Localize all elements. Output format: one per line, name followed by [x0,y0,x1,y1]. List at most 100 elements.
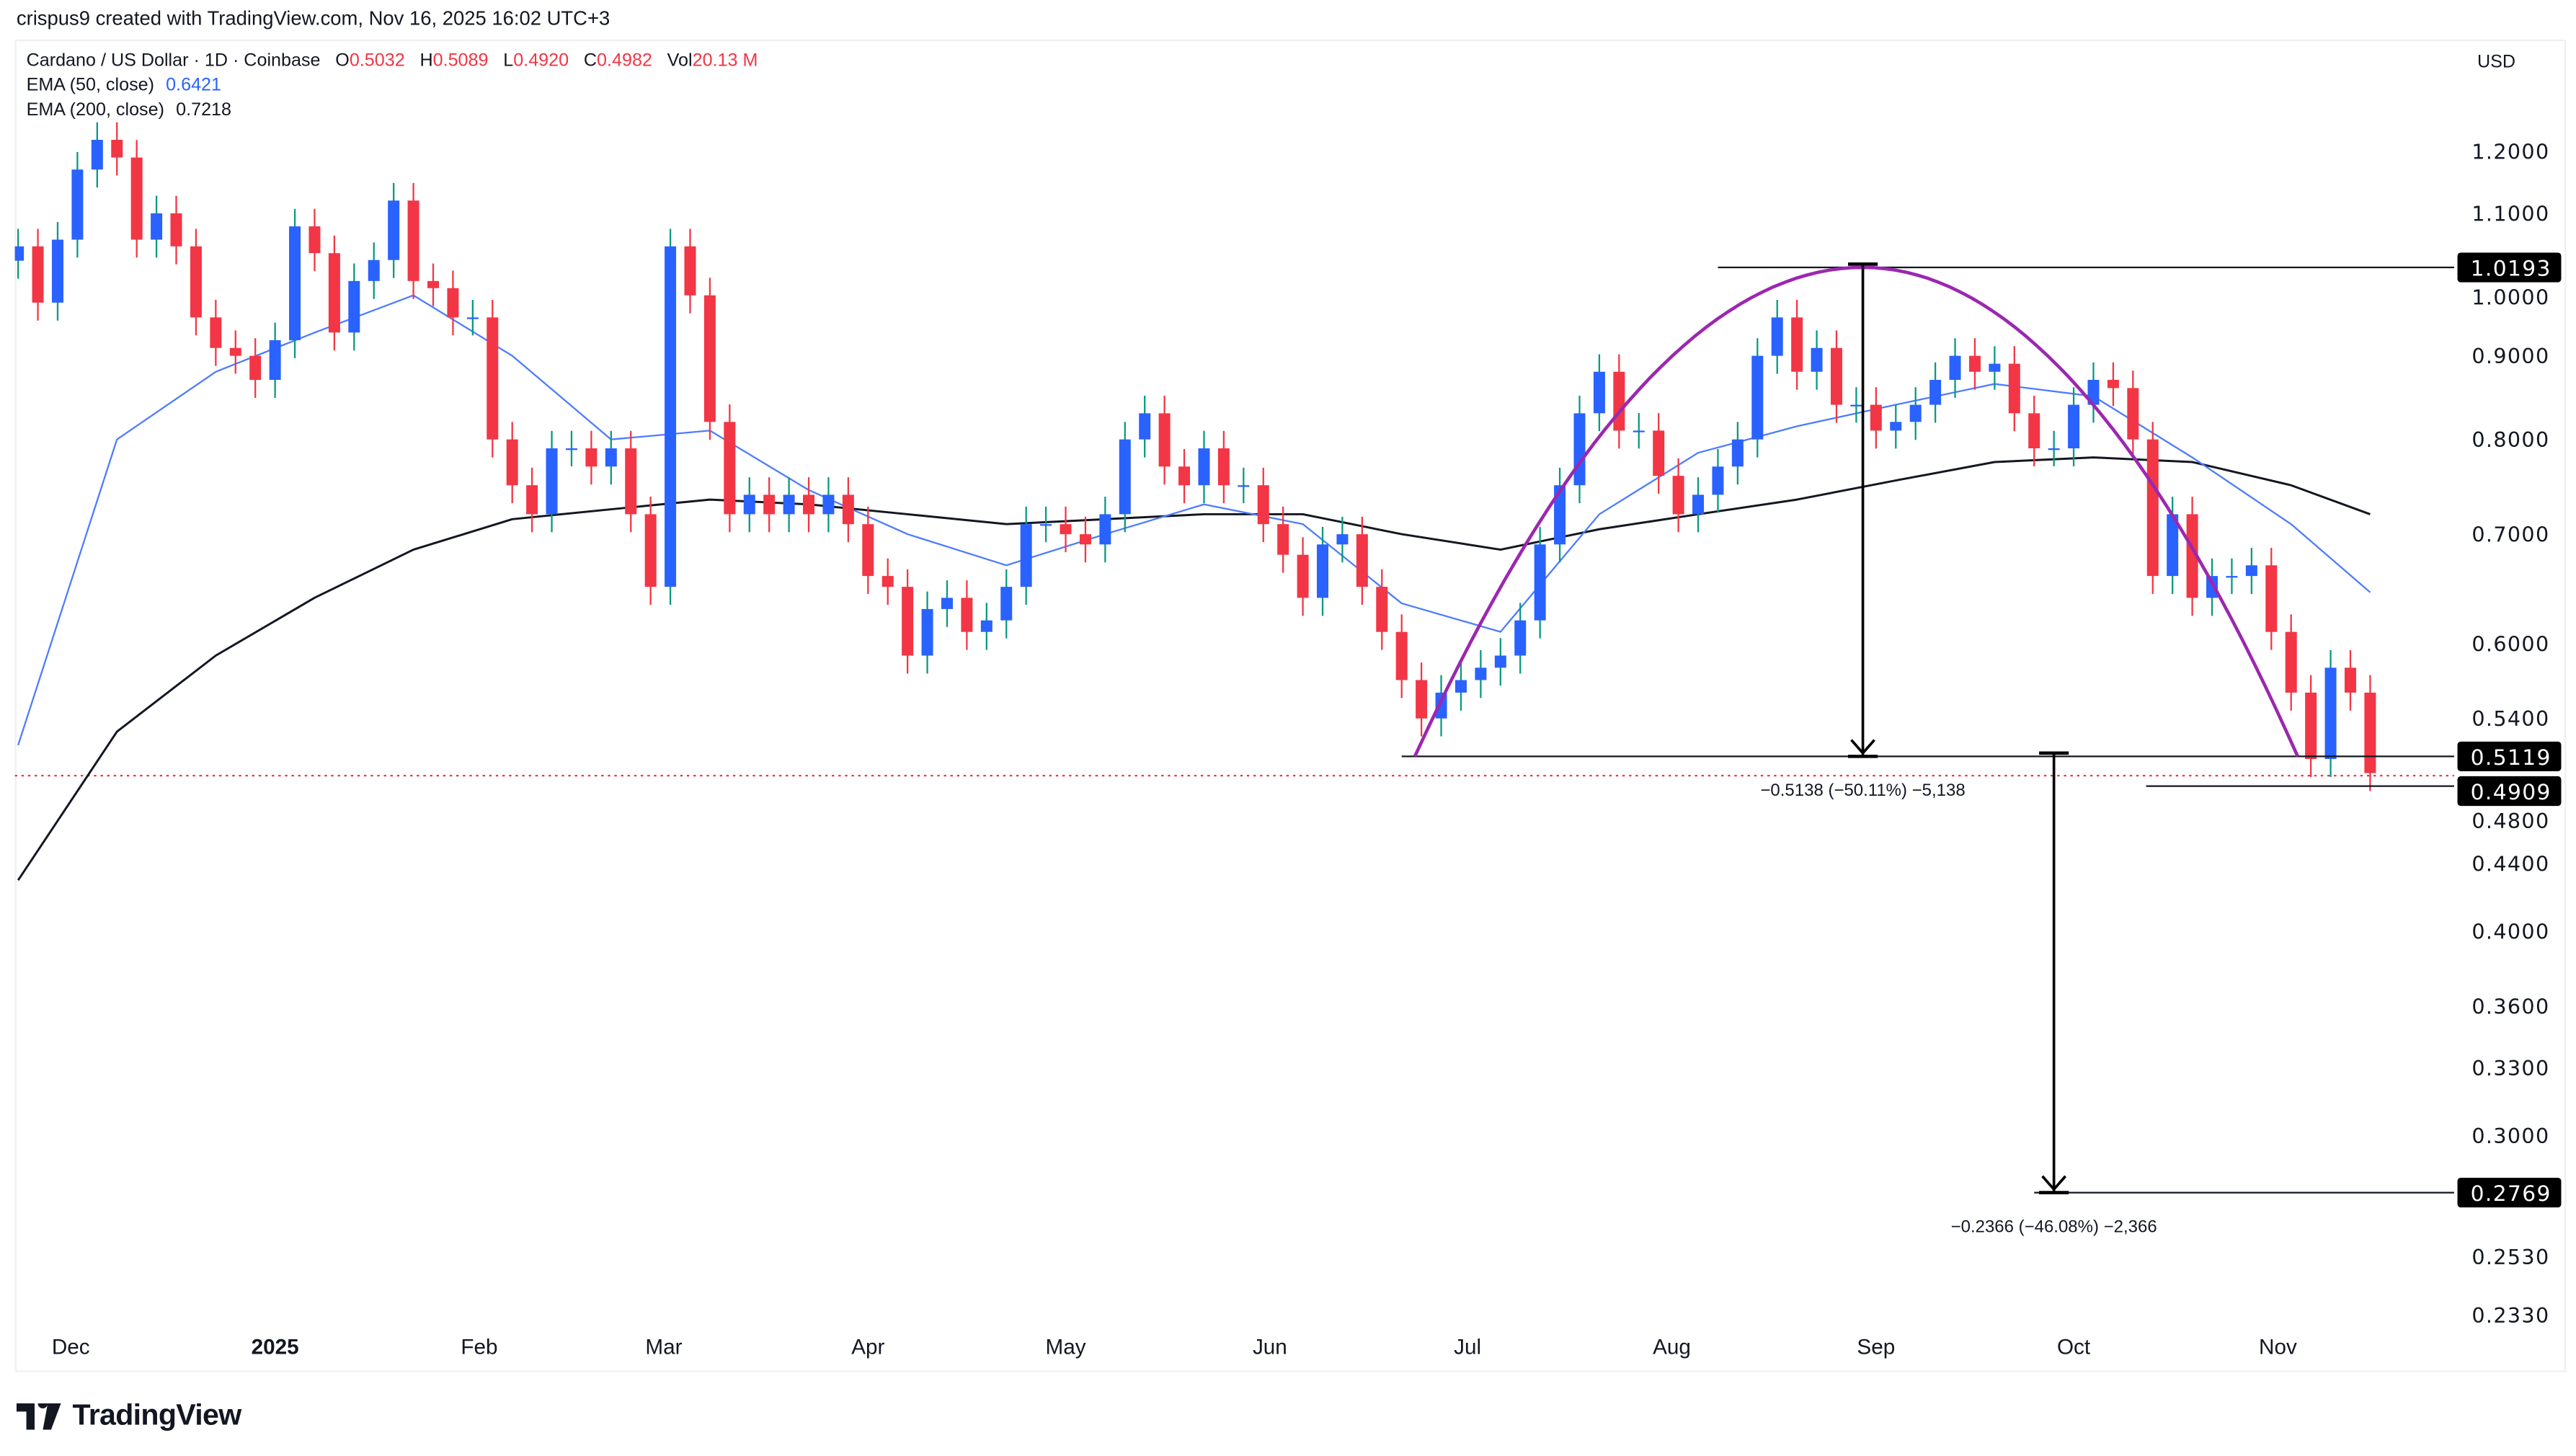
candle-body [1257,485,1269,525]
ema50-line [17,294,2371,746]
candle [14,228,25,279]
candle-body [249,355,262,381]
candle-body [1435,692,1447,719]
candle-body [1297,554,1309,598]
volume-label: Vol [667,50,693,71]
candle-body [665,246,677,587]
legend-ema50-row[interactable]: EMA (50, close) 0.6421 [27,74,221,97]
candle-body [1554,485,1566,545]
candle-body [1277,524,1289,555]
candle [1870,387,1882,449]
candle-body [348,280,360,333]
candle-body [111,140,123,158]
candle-body [1731,439,1744,467]
y-tick-label: 0.7000 [2471,522,2549,546]
candle-body [388,200,400,260]
candle [1217,430,1230,504]
chart-frame [14,39,2567,1372]
candle [1395,614,1408,698]
candle-body [1890,422,1902,431]
candle [2206,558,2219,616]
candle [1060,506,1072,553]
candle [1593,354,1605,432]
candle [1099,497,1111,563]
candle-body [447,288,459,318]
candle-body [51,239,63,303]
price-label-bg [2457,252,2562,283]
candle-body [1968,355,1981,372]
candle-body [1751,355,1764,440]
candle-body [2265,565,2278,632]
candle [2146,422,2159,595]
candle [644,497,657,605]
candle [2028,396,2040,466]
candle [1811,330,1823,390]
arrowhead-icon [1850,739,1875,755]
candle [32,228,44,321]
candle [1257,467,1269,543]
candle-body [2186,514,2198,598]
y-tick-label: 1.2000 [2471,140,2549,164]
price-label-bg [2457,741,2562,771]
candle-body [1534,544,1546,621]
candle-body [644,514,657,587]
candle-body [1099,514,1111,545]
currency-label[interactable]: USD [2477,53,2516,73]
price-label-text: 0.2769 [2471,1181,2551,1207]
candle-body [2285,631,2297,693]
candle [1158,396,1171,485]
candle [447,270,459,336]
candle-body [2028,413,2040,449]
candle-body [1475,667,1487,680]
candle [1079,516,1091,563]
x-tick-label: Oct [2057,1335,2091,1359]
candle-body [980,620,992,632]
candle [1929,362,1942,423]
candle [605,430,617,485]
legend-ema200-row[interactable]: EMA (200, close) 0.7218 [27,99,231,122]
y-tick-label: 0.8000 [2471,427,2549,452]
legend-symbol-row: Cardano / US Dollar · 1D · Coinbase O0.5… [27,50,758,73]
candle-body [1811,347,1823,372]
y-tick-label: 1.1000 [2471,201,2549,226]
candle-body [1000,587,1013,621]
y-tick-label: 1.0000 [2471,285,2549,309]
y-tick-label: 0.4800 [2471,809,2549,833]
candle-body [1909,404,1922,422]
candle-body [1771,317,1783,356]
close-label: C [583,50,598,71]
candle [210,300,222,366]
candle-body [565,448,577,450]
candle-body [1672,476,1684,515]
candle [1890,404,1902,449]
symbol-title[interactable]: Cardano / US Dollar · 1D · Coinbase [26,50,321,71]
arrowhead-icon [2041,1175,2067,1191]
x-tick-label: Dec [52,1335,90,1359]
candle-body [1020,524,1032,587]
candle [2107,362,2119,407]
candle-body [1613,371,1625,431]
candle [71,151,84,258]
candle [822,477,835,533]
y-tick-label: 0.4400 [2471,852,2549,876]
candle [862,506,874,595]
candle [229,330,241,374]
candle-body [842,494,854,525]
candle-body [487,317,499,440]
candle [2324,650,2337,777]
candle [2048,430,2060,466]
candle [941,580,953,627]
candle [763,477,776,533]
candle [1633,413,1645,449]
candle-body [289,226,301,340]
candle-body [71,169,84,240]
candle-body [14,246,25,261]
candle-body [1336,534,1349,545]
candle [565,430,577,466]
candle-body [1494,655,1506,668]
candle [1139,396,1151,458]
candle-body [2127,388,2139,440]
candle-body [2324,667,2337,760]
candle-body [2008,363,2020,414]
